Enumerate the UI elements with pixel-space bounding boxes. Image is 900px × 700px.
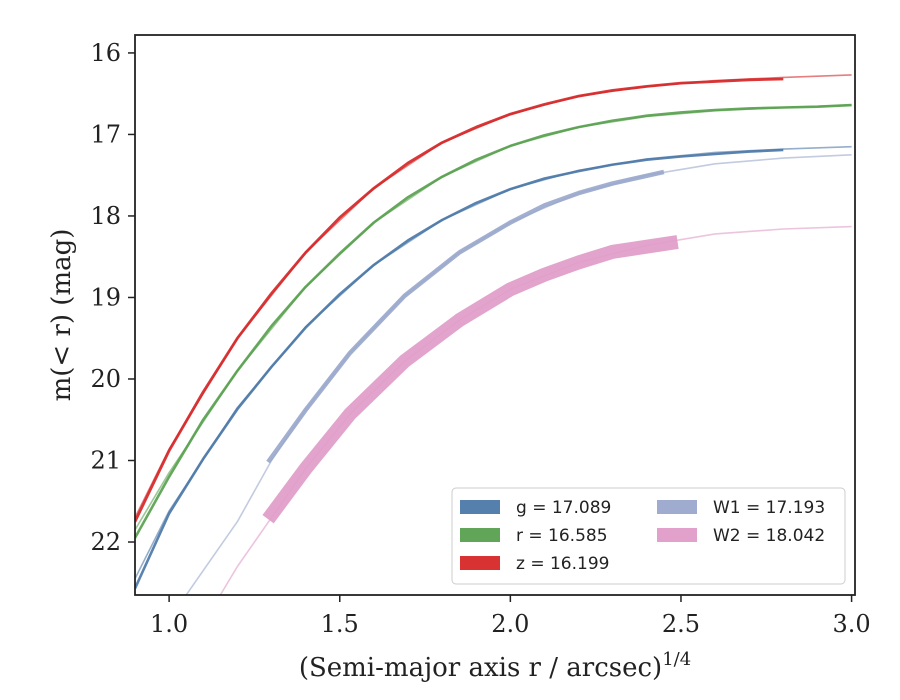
legend-swatch-w2: [657, 528, 697, 542]
y-tick-label: 18: [90, 202, 121, 230]
legend-swatch-g: [460, 500, 500, 514]
series-layer: [135, 74, 852, 595]
y-tick-label: 21: [90, 447, 121, 475]
legend-swatch-z: [460, 556, 500, 570]
series-z-profile: [135, 77, 784, 523]
x-axis-label-superscript: 1/4: [662, 649, 691, 670]
x-tick-label: 1.5: [321, 610, 359, 638]
series-w1-profile: [266, 169, 665, 464]
legend-label-g: g = 17.089: [516, 498, 611, 518]
legend-label-r: r = 16.585: [516, 526, 608, 546]
y-tick-label: 22: [90, 528, 121, 556]
series-r-profile: [135, 103, 852, 539]
legend-box: [451, 487, 846, 585]
x-tick-label: 1.0: [150, 610, 188, 638]
legend: g = 17.089 r = 16.585 z = 16.199 W1 = 17.19…: [451, 487, 846, 585]
legend-label-z: z = 16.199: [516, 554, 609, 574]
y-axis-ticks: 16 17 18 19 20 21 22: [90, 39, 135, 556]
y-tick-label: 19: [90, 283, 121, 311]
legend-swatch-r: [460, 528, 500, 542]
x-axis-label: (Semi-major axis r / arcsec)1/4: [299, 649, 691, 683]
x-tick-label: 2.5: [662, 610, 700, 638]
plot-frame: [134, 34, 856, 596]
x-axis-ticks: 1.0 1.5 2.0 2.5 3.0: [150, 595, 871, 638]
y-tick-label: 17: [90, 120, 121, 148]
legend-label-w2: W2 = 18.042: [713, 526, 825, 546]
x-axis-label-main: (Semi-major axis r / arcsec): [299, 653, 662, 683]
legend-label-w1: W1 = 17.193: [713, 498, 825, 518]
y-tick-label: 20: [90, 365, 121, 393]
y-tick-label: 16: [90, 39, 121, 67]
legend-swatch-w1: [657, 500, 697, 514]
y-axis-label: m(< r) (mag): [47, 229, 77, 402]
x-tick-label: 3.0: [833, 610, 871, 638]
series-g-profile: [135, 148, 784, 590]
series-w2-profile: [262, 235, 679, 524]
x-tick-label: 2.0: [491, 610, 529, 638]
series-r-model-line: [135, 104, 852, 531]
